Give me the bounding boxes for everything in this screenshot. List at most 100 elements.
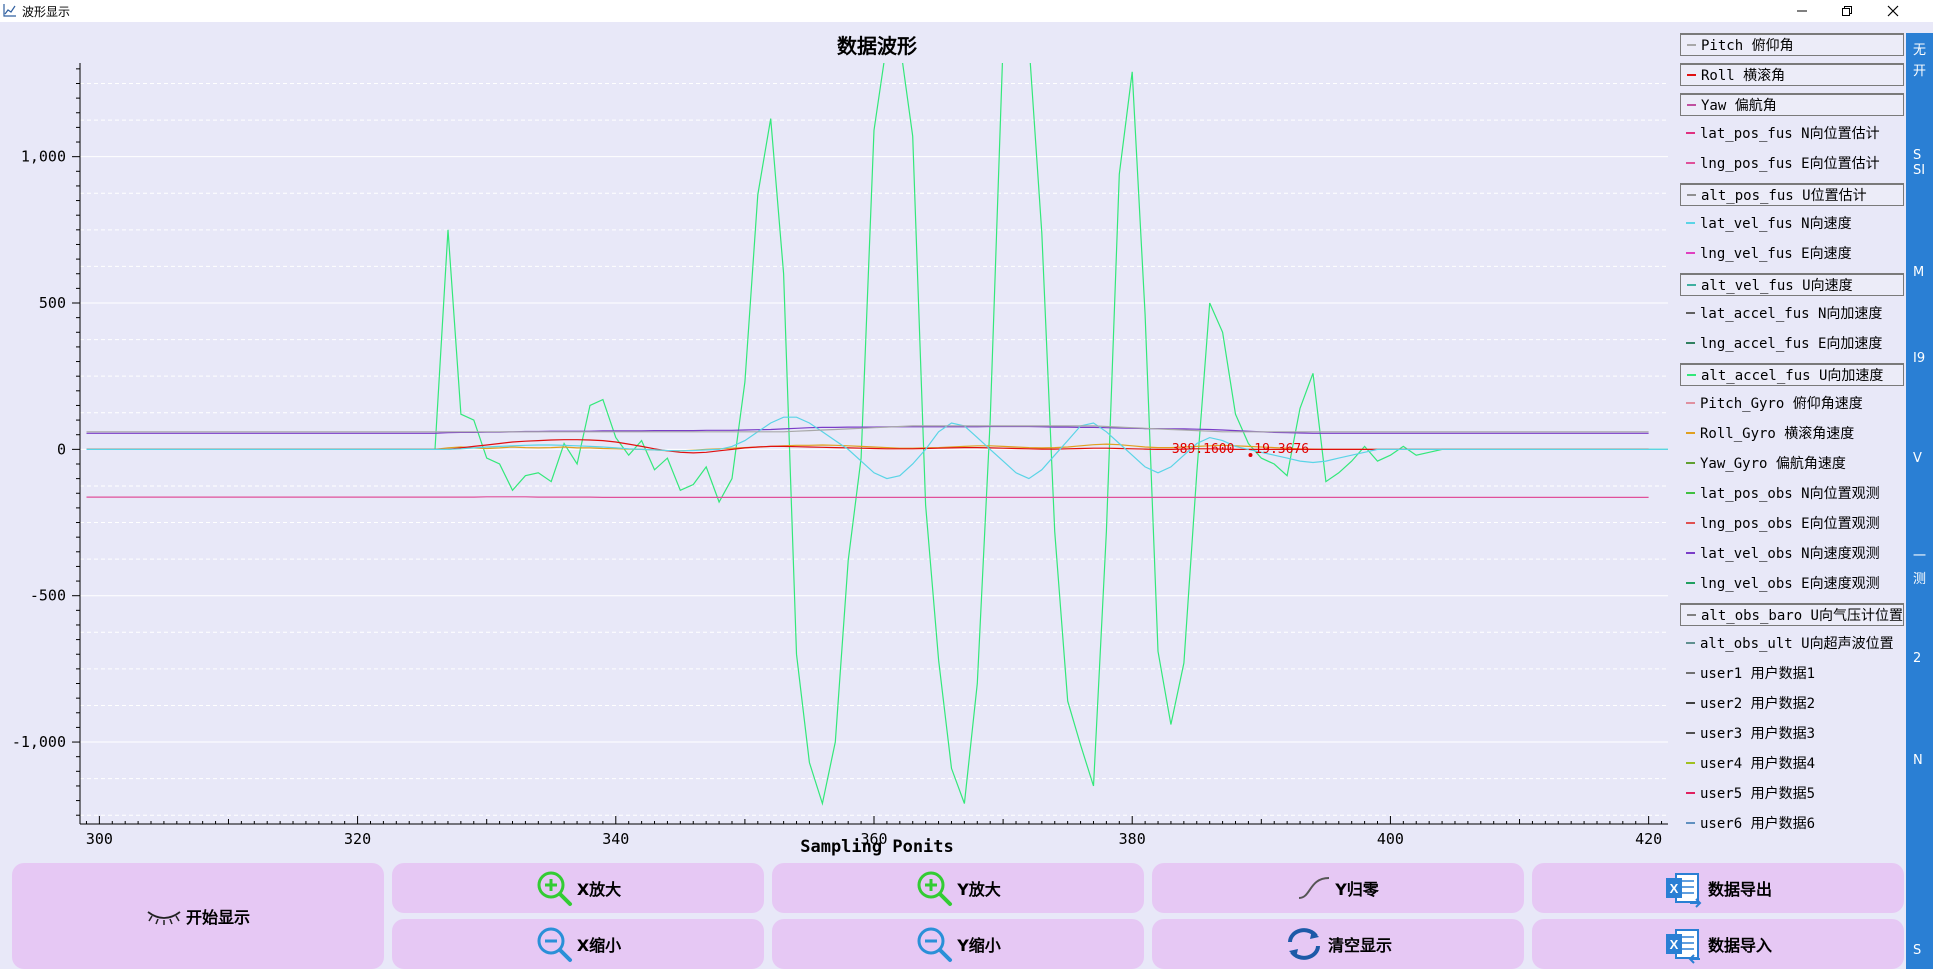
legend-swatch — [1686, 672, 1695, 674]
legend-label: lat_vel_fus N向速度 — [1700, 216, 1852, 232]
y-reset-button[interactable]: Y归零 — [1152, 863, 1524, 913]
legend-item[interactable]: alt_accel_fus U向加速度 — [1680, 363, 1904, 386]
legend-item[interactable]: alt_pos_fus U位置估计 — [1680, 183, 1904, 206]
minimize-icon — [1797, 10, 1807, 12]
legend-item[interactable]: lng_pos_obs E向位置观测 — [1680, 513, 1902, 533]
legend-item[interactable]: Yaw_Gyro 偏航角速度 — [1680, 453, 1902, 473]
cursor-point — [1248, 453, 1253, 458]
y-reset-label: Y归零 — [1335, 880, 1379, 899]
legend-item[interactable]: lng_vel_obs E向速度观测 — [1680, 573, 1902, 593]
x-zoom-out-label: X缩小 — [576, 936, 622, 955]
legend-label: lng_vel_fus E向速度 — [1700, 246, 1852, 262]
legend-label: Pitch 俯仰角 — [1701, 38, 1794, 54]
legend-swatch — [1686, 522, 1695, 524]
series-line — [86, 425, 1649, 434]
restore-button[interactable] — [1825, 0, 1869, 22]
legend-swatch — [1686, 702, 1695, 704]
svg-text:X: X — [1670, 881, 1679, 896]
legend-swatch — [1687, 104, 1696, 106]
waveform-plot[interactable]: 1,000 500 0 -500 -1,000 300 320 340 360 380 400 420… — [0, 22, 1680, 860]
y-tick-label: -500 — [30, 587, 66, 605]
data-export-button[interactable]: X 数据导出 — [1532, 863, 1904, 913]
legend-item[interactable]: lat_pos_fus N向位置估计 — [1680, 123, 1902, 143]
legend-item[interactable]: Pitch 俯仰角 — [1680, 33, 1904, 56]
legend-item[interactable]: lng_vel_fus E向速度 — [1680, 243, 1902, 263]
x-zoom-out-button[interactable]: X缩小 — [392, 919, 764, 969]
svg-text:X: X — [1670, 937, 1679, 952]
legend-swatch — [1687, 194, 1696, 196]
chart-icon — [3, 4, 16, 17]
legend-label: Yaw 偏航角 — [1701, 98, 1777, 114]
legend-label: lng_accel_fus E向加速度 — [1700, 336, 1883, 352]
legend-item[interactable]: user3 用户数据3 — [1680, 723, 1902, 743]
minimize-button[interactable] — [1780, 0, 1824, 22]
legend-label: lat_pos_fus N向位置估计 — [1700, 126, 1880, 142]
legend-swatch — [1686, 822, 1695, 824]
legend-label: Roll_Gyro 横滚角速度 — [1700, 426, 1855, 442]
y-zoom-out-button[interactable]: Y缩小 — [772, 919, 1144, 969]
legend-item[interactable]: alt_obs_baro U向气压计位置 — [1680, 603, 1904, 626]
legend-label: alt_obs_baro U向气压计位置 — [1700, 608, 1903, 624]
y-zoom-in-button[interactable]: Y放大 — [772, 863, 1144, 913]
data-export-label: 数据导出 — [1707, 880, 1772, 899]
legend-label: user3 用户数据3 — [1700, 726, 1816, 742]
legend-label: Pitch_Gyro 俯仰角速度 — [1700, 396, 1863, 412]
zoom-in-icon — [915, 869, 953, 907]
legend-item[interactable]: lat_vel_obs N向速度观测 — [1680, 543, 1902, 563]
legend-swatch — [1686, 552, 1695, 554]
series-line — [86, 425, 1649, 433]
legend-item[interactable]: lng_accel_fus E向加速度 — [1680, 333, 1902, 353]
side-strip-text: 开 — [1913, 64, 1927, 79]
y-tick-label: -1,000 — [12, 733, 66, 751]
waveform-chart[interactable]: 1,000 500 0 -500 -1,000 300 320 340 360 380 400 420… — [0, 22, 1680, 860]
clear-display-label: 清空显示 — [1327, 936, 1392, 955]
legend-label: user6 用户数据6 — [1700, 816, 1816, 832]
x-tick-label: 340 — [602, 830, 629, 848]
side-strip-text: 2 — [1913, 651, 1922, 666]
legend-item[interactable]: Roll_Gyro 横滚角速度 — [1680, 423, 1902, 443]
data-import-button[interactable]: X 数据导入 — [1532, 919, 1904, 969]
legend-item[interactable]: lat_pos_obs N向位置观测 — [1680, 483, 1902, 503]
legend-item[interactable]: lat_accel_fus N向加速度 — [1680, 303, 1902, 323]
series-line — [86, 416, 1668, 480]
legend-swatch — [1686, 342, 1695, 344]
x-tick-label: 300 — [86, 830, 113, 848]
zoom-in-icon — [535, 869, 573, 907]
legend-item[interactable]: alt_vel_fus U向速度 — [1680, 273, 1904, 296]
legend-item[interactable]: user5 用户数据5 — [1680, 783, 1902, 803]
zoom-out-icon — [915, 925, 953, 963]
x-axis-label: Sampling Ponits — [800, 837, 954, 857]
legend-item[interactable]: lat_vel_fus N向速度 — [1680, 213, 1902, 233]
clear-display-button[interactable]: 清空显示 — [1152, 919, 1524, 969]
legend-item[interactable]: Yaw 偏航角 — [1680, 93, 1904, 116]
legend-swatch — [1686, 132, 1695, 134]
x-zoom-in-button[interactable]: X放大 — [392, 863, 764, 913]
legend-label: user4 用户数据4 — [1700, 756, 1816, 772]
legend-item[interactable]: lng_pos_fus E向位置估计 — [1680, 153, 1902, 173]
legend-item[interactable]: Roll 横滚角 — [1680, 63, 1904, 86]
legend-item[interactable]: user4 用户数据4 — [1680, 753, 1902, 773]
side-strip-text: S — [1913, 148, 1922, 163]
side-strip-text: 测 — [1913, 572, 1927, 587]
legend-item[interactable]: user6 用户数据6 — [1680, 813, 1902, 833]
side-strip-text: M — [1913, 265, 1925, 280]
side-strip-text: V — [1913, 451, 1922, 466]
x-tick-label: 360 — [860, 830, 887, 848]
legend-item[interactable]: alt_obs_ult U向超声波位置 — [1680, 633, 1902, 653]
side-strip-text: N — [1913, 753, 1923, 768]
legend-item[interactable]: Pitch_Gyro 俯仰角速度 — [1680, 393, 1902, 413]
legend-label: lng_pos_fus E向位置估计 — [1700, 156, 1880, 172]
y-tick-label: 1,000 — [21, 148, 66, 166]
start-display-button[interactable]: 开始显示 — [12, 863, 384, 969]
legend-item[interactable]: user2 用户数据2 — [1680, 693, 1902, 713]
close-button[interactable] — [1871, 0, 1915, 22]
cursor-readout-y: -19.3676 — [1246, 442, 1309, 457]
legend-swatch — [1686, 582, 1695, 584]
legend-item[interactable]: user1 用户数据1 — [1680, 663, 1902, 683]
x-tick-label: 320 — [344, 830, 371, 848]
legend-swatch — [1686, 402, 1695, 404]
y-zoom-out-label: Y缩小 — [957, 936, 1001, 955]
refresh-icon — [1284, 926, 1324, 962]
control-panel: 开始显示 X放大 Y放大 Y归零 X 数据导出 X缩小 Y缩小 — [0, 860, 1906, 969]
side-strip-text: I9 — [1913, 351, 1926, 366]
